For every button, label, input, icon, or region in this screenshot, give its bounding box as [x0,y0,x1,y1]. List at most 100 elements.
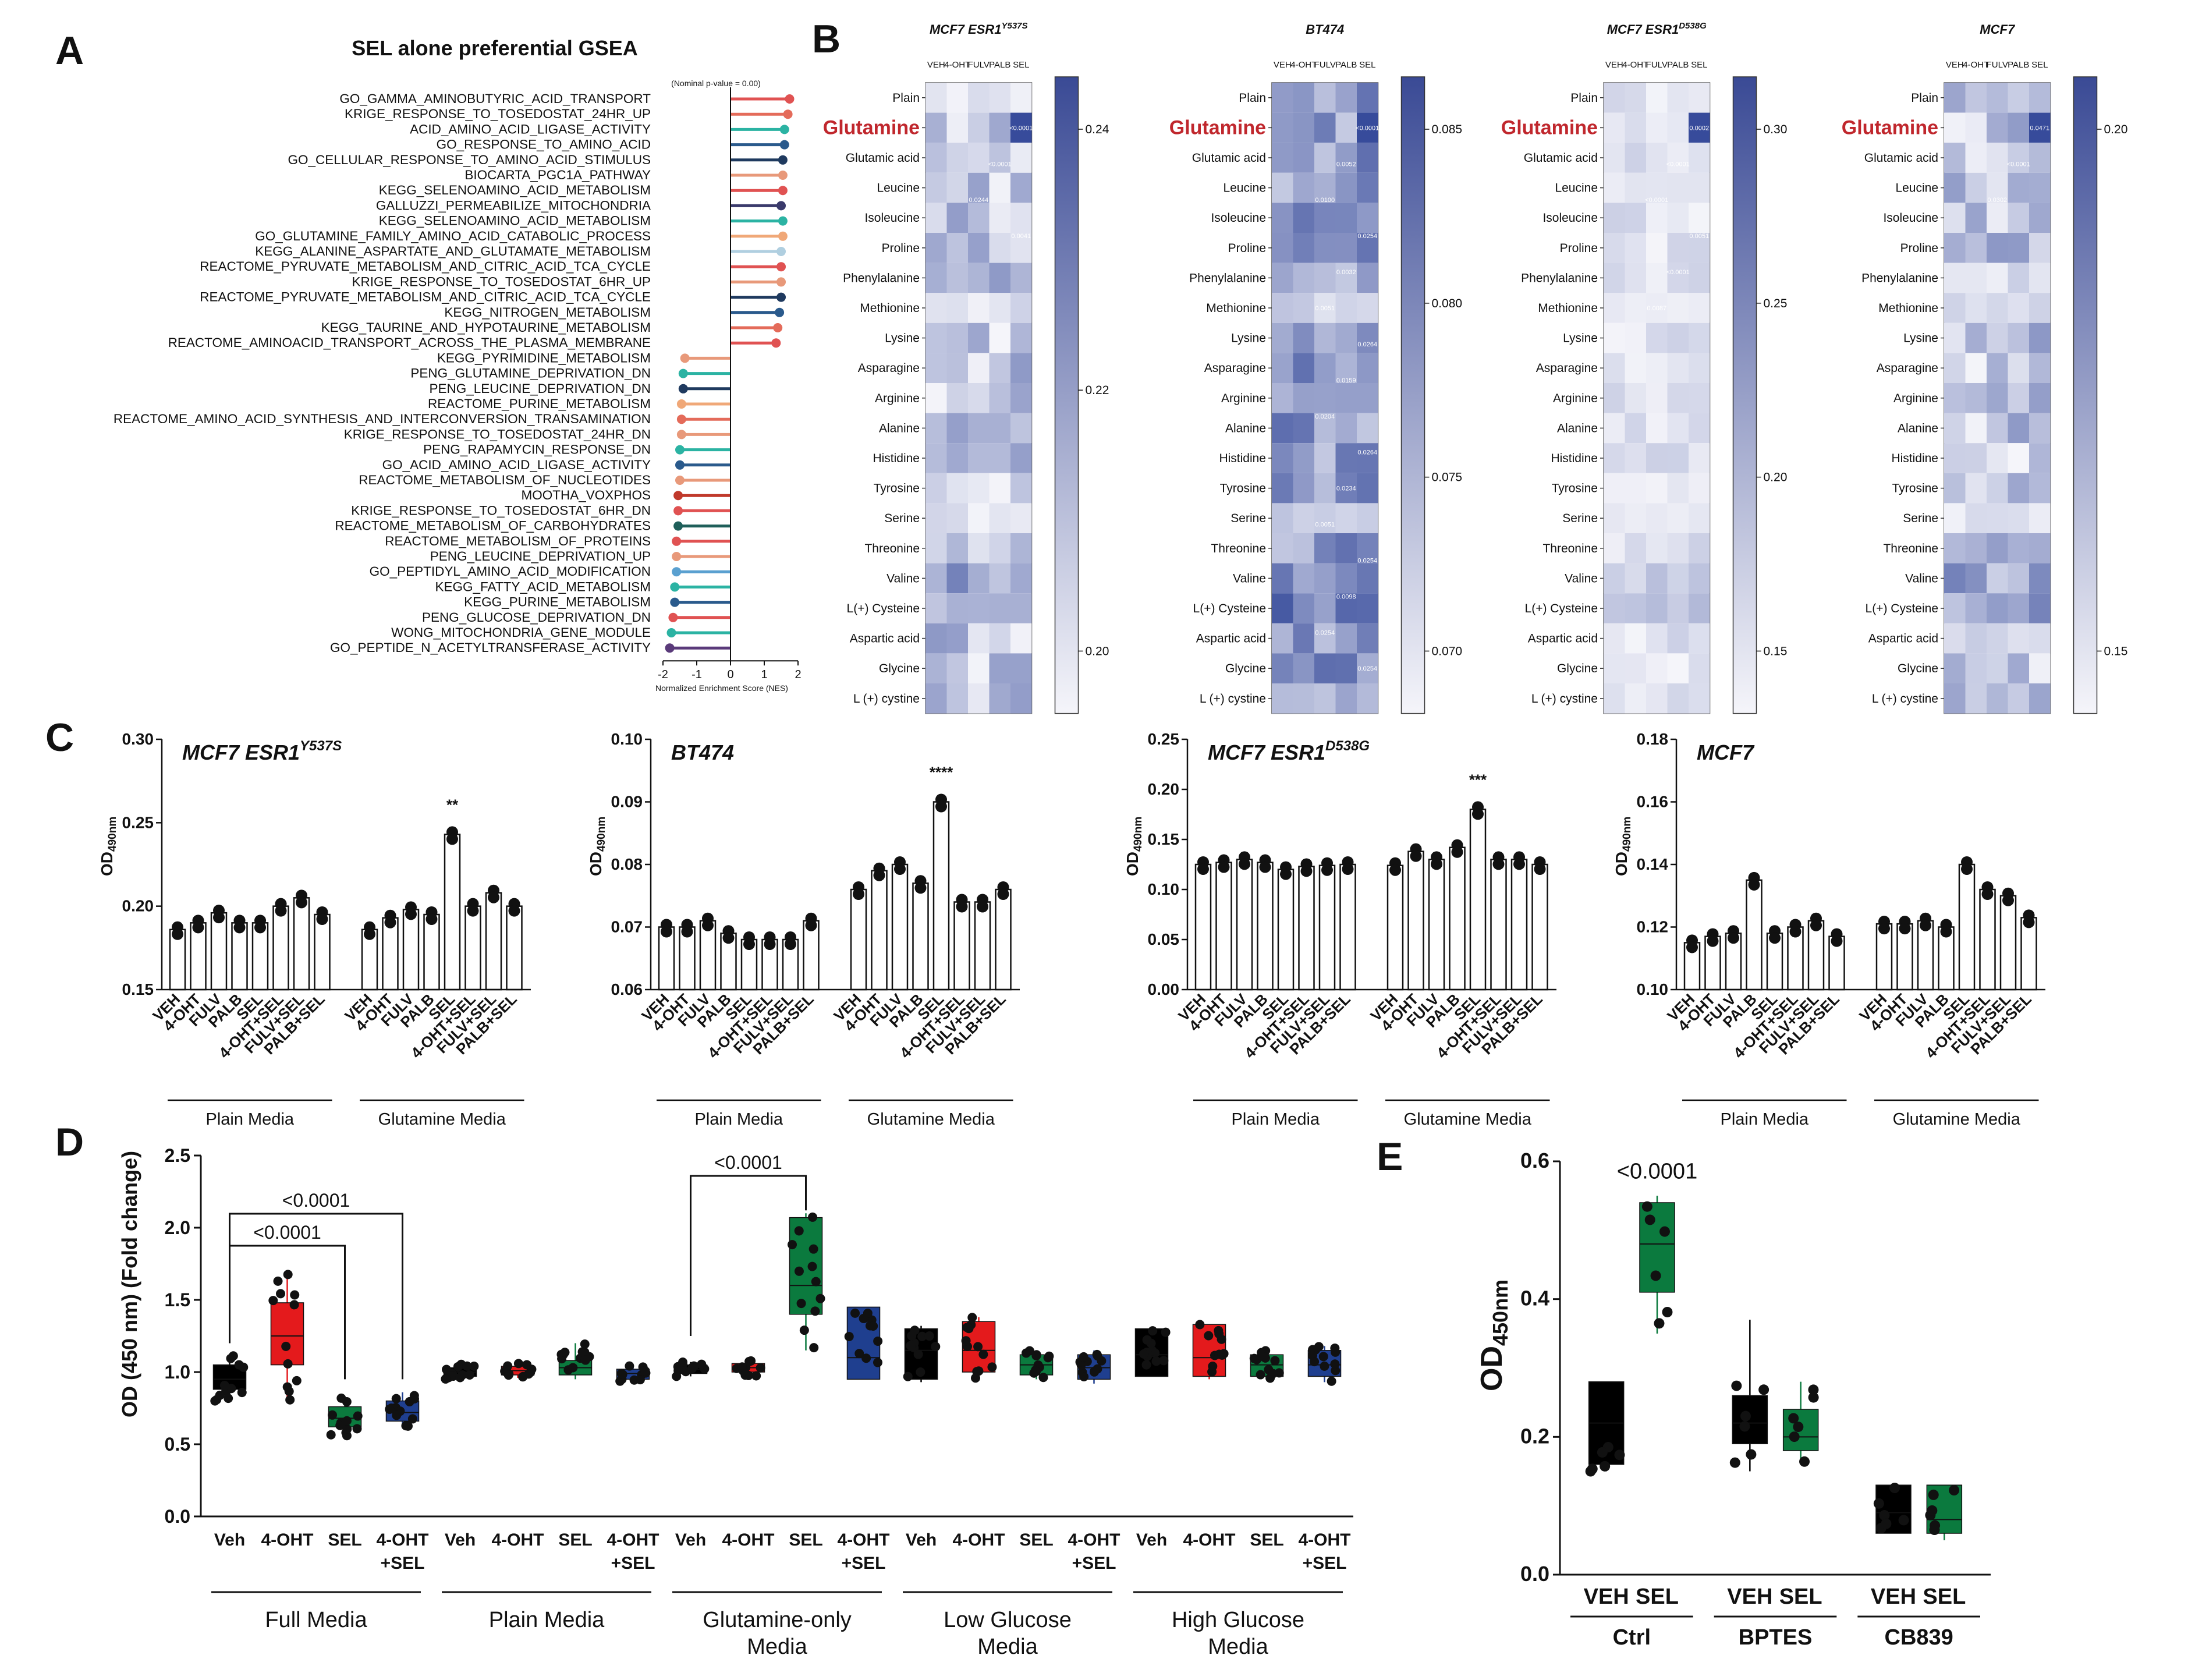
heatmap-cell [968,83,990,113]
box-point [1161,1327,1171,1337]
heatmap-cell [2029,683,2051,714]
colorbar-label: 0.070 [1432,644,1463,658]
heatmap-row-label: Alanine [1898,421,1938,435]
gsea-tick-label: 1 [761,668,767,681]
bar-point [935,800,947,813]
heatmap-cell [925,263,947,293]
heatmap-cell [1944,533,1966,563]
heatmap-cell [1625,473,1646,504]
box-point [1731,1380,1742,1391]
heatmap-col-label: VEH [927,60,945,70]
heatmap-row-label: Proline [1900,242,1938,255]
heatmap-row-label: Glycine [1225,662,1266,675]
bar-y-label: OD490nm [587,817,608,876]
heatmap-cell [1335,563,1357,594]
heatmap-cell [946,353,968,383]
heatmap-cell [1987,443,2008,473]
bar-group-label: Plain Media [1231,1110,1320,1129]
bar-y-tick-label: 0.16 [1637,793,1669,811]
heatmap-cell [989,83,1010,113]
gsea-term-label: KEGG_PURINE_METABOLISM [464,595,651,609]
bar-point [1831,935,1843,947]
bar-point [702,919,714,931]
heatmap-cell [1689,203,1710,233]
bar [506,905,523,991]
significance-bracket [690,1175,807,1336]
gsea-tick-label: -2 [658,668,668,681]
gsea-term-label: GO_RESPONSE_TO_AMINO_ACID [437,137,651,152]
gsea-term-label: PENG_GLUCOSE_DEPRIVATION_DN [422,610,651,625]
gsea-dot [785,94,795,104]
heatmap-cell [1987,503,2008,533]
heatmap-cell [1944,383,1966,413]
heatmap-cell [1625,322,1646,353]
box-point [281,1341,291,1351]
bar-point [384,916,396,928]
gsea-term-label: KRIGE_RESPONSE_TO_TOSEDOSTAT_24HR_DN [344,427,651,441]
bar-y-tick-label: 0.18 [1637,730,1669,748]
heatmap-cell [925,503,947,533]
box-group-label: Full Media [265,1608,367,1632]
heatmap-cell [1010,112,1032,143]
heatmap-cell [1010,443,1032,473]
bar [1407,850,1424,991]
heatmap-cell [968,112,990,143]
bar [912,882,929,991]
heatmap-row-label: Threonine [1542,542,1598,555]
heatmap-cell [1604,112,1625,143]
heatmap-cell [1987,233,2008,263]
heatmap-row-label: L(+) Cysteine [1193,602,1266,615]
heatmap-cell [1944,413,1966,444]
box-point [978,1349,988,1359]
heatmap-row-label: Methionine [1538,302,1598,315]
heatmap-cell [1293,143,1314,173]
heatmap-col-label: SEL [1359,60,1375,70]
heatmap-cell [1667,172,1689,203]
heatmap-cell [1646,293,1668,323]
heatmap-cell [1010,83,1032,113]
heatmap-cell [1625,593,1646,623]
heatmap-cell [1667,203,1689,233]
bar-y-tick-label: 0.10 [1148,880,1180,898]
heatmap-cell [1667,683,1689,714]
heatmap-p-annotation: 0.0204 [1315,413,1335,420]
gsea-dot [783,109,793,119]
heatmap-row-label: Valine [1905,572,1938,585]
heatmap-cell [1357,473,1378,504]
heatmap-p-annotation: 0.0002 [1689,125,1709,132]
heatmap-p-annotation: <0.0001 [1666,161,1690,168]
box-point [1270,1356,1280,1366]
heatmap-p-annotation: <0.0001 [2007,161,2030,168]
heatmap-cell [1965,623,1987,654]
heatmap-cell [1987,593,2008,623]
heatmap-cell [989,623,1010,654]
heatmap-cell [968,443,990,473]
heatmap-cell [1667,322,1689,353]
box-point [972,1367,982,1377]
heatmap-cell [989,263,1010,293]
heatmap-cell [1667,533,1689,563]
gsea-x-label: Normalized Enrichment Score (NES) [655,683,788,693]
box-point [697,1359,707,1369]
bar-point [1769,932,1781,944]
box-point [289,1300,299,1310]
gsea-dot [676,414,686,424]
box-point [1597,1447,1608,1458]
heatmap-row-label-glutamine: Glutamine [1842,116,1938,139]
box-category-label: +SEL [381,1554,425,1573]
bar-point [1748,878,1760,891]
bar-point [1197,863,1209,875]
box-point [1090,1366,1100,1376]
heatmap-cell [968,263,990,293]
heatmap-cell [1335,263,1357,293]
heatmap-cell [1965,503,1987,533]
gsea-pvalue-note: (Nominal p-value = 0.00) [671,79,761,88]
heatmap-cell [968,653,990,683]
heatmap-row-label: Arginine [1893,392,1938,405]
box-category-label: SEL [1019,1530,1053,1550]
bar-y-tick-label: 0.07 [611,918,643,936]
heatmap-row-label: L (+) cystine [1200,692,1266,706]
box-point [524,1369,534,1379]
heatmap-cell [1987,383,2008,413]
heatmap-cell [2029,383,2051,413]
